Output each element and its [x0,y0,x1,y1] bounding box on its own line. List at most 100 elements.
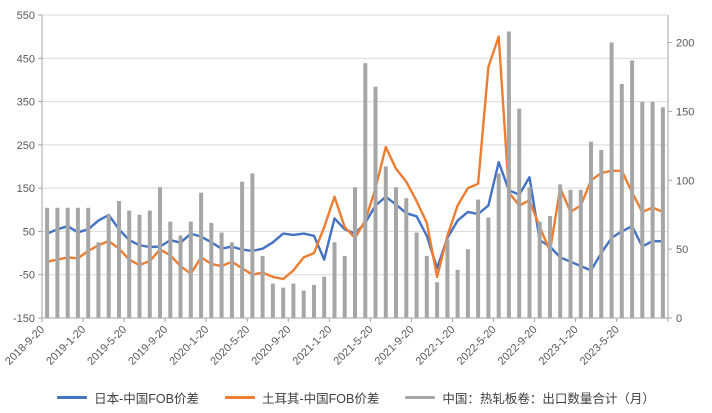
x-axis-tick-label: 2021-5-20 [332,324,376,368]
export-volume-bar [137,214,142,318]
export-volume-bar [260,256,265,318]
export-volume-bar [353,187,357,318]
left-axis-tick-label: 50 [23,226,35,238]
legend-label: 中国：热轧板卷：出口数量合计（月） [442,391,655,406]
export-volume-bar [496,173,501,318]
export-volume-bar [517,108,522,318]
export-volume-bar [168,221,173,318]
export-volume-bar [106,214,111,318]
right-axis-tick-label: 150 [676,106,694,118]
chart-legend: 日本-中国FOB价差 土耳其-中国FOB价差 中国：热轧板卷：出口数量合计（月） [0,386,712,408]
export-volume-bar [578,189,583,318]
export-volume-bar [75,207,80,318]
export-volume-bar [527,187,532,318]
export-volume-bar [650,101,655,318]
x-axis-tick-label: 2019-1-20 [44,324,88,368]
left-axis-tick-label: 350 [17,97,35,109]
legend-line-marker-blue [57,395,88,399]
export-volume-bar [342,256,347,318]
x-axis-tick-label: 2019-9-20 [126,324,170,368]
export-volume-bar [619,83,624,319]
x-axis-tick-label: 2020-1-20 [167,324,211,368]
export-volume-bar [640,101,645,318]
export-volume-bar [537,221,542,318]
x-axis-tick-label: 2021-1-20 [291,324,335,368]
x-axis-tick-label: 2021-9-20 [373,324,417,368]
export-volume-bar [589,141,593,318]
export-volume-bar [558,184,563,318]
export-volume-bar [383,166,388,318]
legend-label: 日本-中国FOB价差 [94,391,199,406]
export-volume-bar [599,150,604,318]
x-axis-tick-label: 2019-5-20 [85,324,129,368]
export-volume-bar [630,60,635,319]
chart-plot-area: 550 450 350 250 150 50 -50 -150 0 50 100 150 200 2018… [3,10,694,368]
export-volume-bar [506,31,511,318]
export-volume-bar [568,189,573,318]
export-volume-bar [445,239,450,318]
x-axis-tick-label: 2022-5-20 [455,324,499,368]
right-axis-tick-label: 100 [676,175,694,187]
right-axis-tick-label: 50 [676,244,688,256]
left-axis-tick-label: 450 [17,53,35,65]
export-volume-bar [291,283,296,318]
export-volume-bar [548,216,552,318]
left-axis-tick-label: 550 [17,10,35,22]
x-axis-tick-label: 2018-9-20 [3,324,47,368]
right-axis-tick-label: 200 [676,38,694,50]
left-axis-tick-label: 150 [17,183,35,195]
export-volume-bar [455,269,460,318]
export-volume-bar [188,221,193,318]
export-volume-bar [394,187,398,318]
export-volume-bar [199,192,204,318]
export-volume-bar [229,242,234,319]
export-volume-bar [250,173,255,318]
export-volume-bar [404,198,409,318]
x-axis-tick-label: 2023-1-20 [537,324,581,368]
left-axis-tick-label: 250 [17,140,35,152]
x-axis-tick-label: 2020-9-20 [249,324,293,368]
left-axis-tick-label: -150 [13,313,35,325]
export-volume-bar [45,207,50,318]
x-axis-tick-label: 2020-5-20 [208,324,252,368]
export-volume-bar [476,199,481,318]
export-volume-bar [373,86,378,318]
right-axis-tick-label: 0 [676,313,682,325]
export-volume-bar [127,210,132,318]
export-volume-bar [86,207,91,318]
export-volume-bar [363,63,368,319]
legend-label: 土耳其-中国FOB价差 [261,391,380,406]
export-volume-bar [312,284,316,318]
export-volume-bar [435,282,440,318]
export-volume-bar [219,232,224,318]
export-volume-bar [147,210,152,318]
export-volume-bar [158,187,162,318]
export-volume-bar [414,232,419,318]
export-volume-bar [65,207,70,318]
export-volume-bar [209,223,214,318]
export-volume-bar [424,256,429,318]
x-axis-tick-label: 2022-9-20 [496,324,540,368]
export-volume-bar [240,181,245,318]
export-volume-bar [322,276,327,318]
legend-item-turkey-china-fob: 土耳其-中国FOB价差 [224,388,380,407]
left-axis-tick-label: -50 [19,270,35,282]
x-axis-tick-label: 2023-5-20 [578,324,622,368]
x-axis-tick-label: 2022-1-20 [414,324,458,368]
export-volume-bar [332,242,337,319]
export-volume-bar [117,200,121,318]
export-volume-bar [609,42,614,318]
legend-line-marker-orange [224,395,255,399]
export-volume-bar [270,283,275,318]
export-volume-bar [178,235,183,318]
export-volume-bar [301,290,306,318]
export-volume-bar [281,287,286,318]
export-volume-bar [465,249,470,318]
export-volume-bar [660,107,665,318]
legend-item-china-hrc-exports: 中国：热轧板卷：出口数量合计（月） [405,388,655,407]
export-volume-bar [55,207,60,318]
legend-line-marker-gray [405,395,436,399]
export-volume-bar [96,242,101,319]
export-volume-bar [486,217,491,318]
